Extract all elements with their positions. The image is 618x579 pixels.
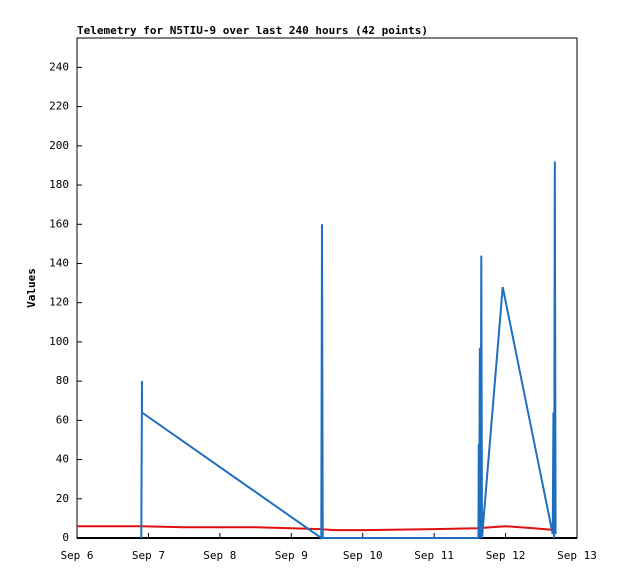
y-tick-label: 160 [49, 217, 69, 230]
y-tick-label: 180 [49, 178, 69, 191]
series-line [140, 161, 557, 540]
x-tick-label: Sep 7 [132, 549, 165, 562]
x-tick-label: Sep 13 [557, 549, 597, 562]
y-tick-label: 20 [56, 492, 69, 505]
y-tick-label: 200 [49, 139, 69, 152]
y-tick-label: 140 [49, 256, 69, 269]
y-axis-label: Values [25, 268, 38, 308]
y-tick-label: 60 [56, 413, 69, 426]
y-tick-label: 80 [56, 374, 69, 387]
x-tick-label: Sep 11 [414, 549, 454, 562]
chart-title: Telemetry for N5TIU-9 over last 240 hour… [77, 24, 428, 37]
series-line [77, 525, 556, 532]
y-tick-label: 120 [49, 296, 69, 309]
y-tick-label: 240 [49, 60, 69, 73]
x-tick-label: Sep 12 [486, 549, 526, 562]
y-tick-label: 0 [62, 531, 69, 544]
y-tick-label: 220 [49, 100, 69, 113]
y-tick-label: 100 [49, 335, 69, 348]
y-tick-label: 40 [56, 453, 69, 466]
x-tick-label: Sep 8 [203, 549, 236, 562]
x-tick-label: Sep 10 [343, 549, 383, 562]
x-tick-label: Sep 6 [60, 549, 93, 562]
x-tick-label: Sep 9 [275, 549, 308, 562]
